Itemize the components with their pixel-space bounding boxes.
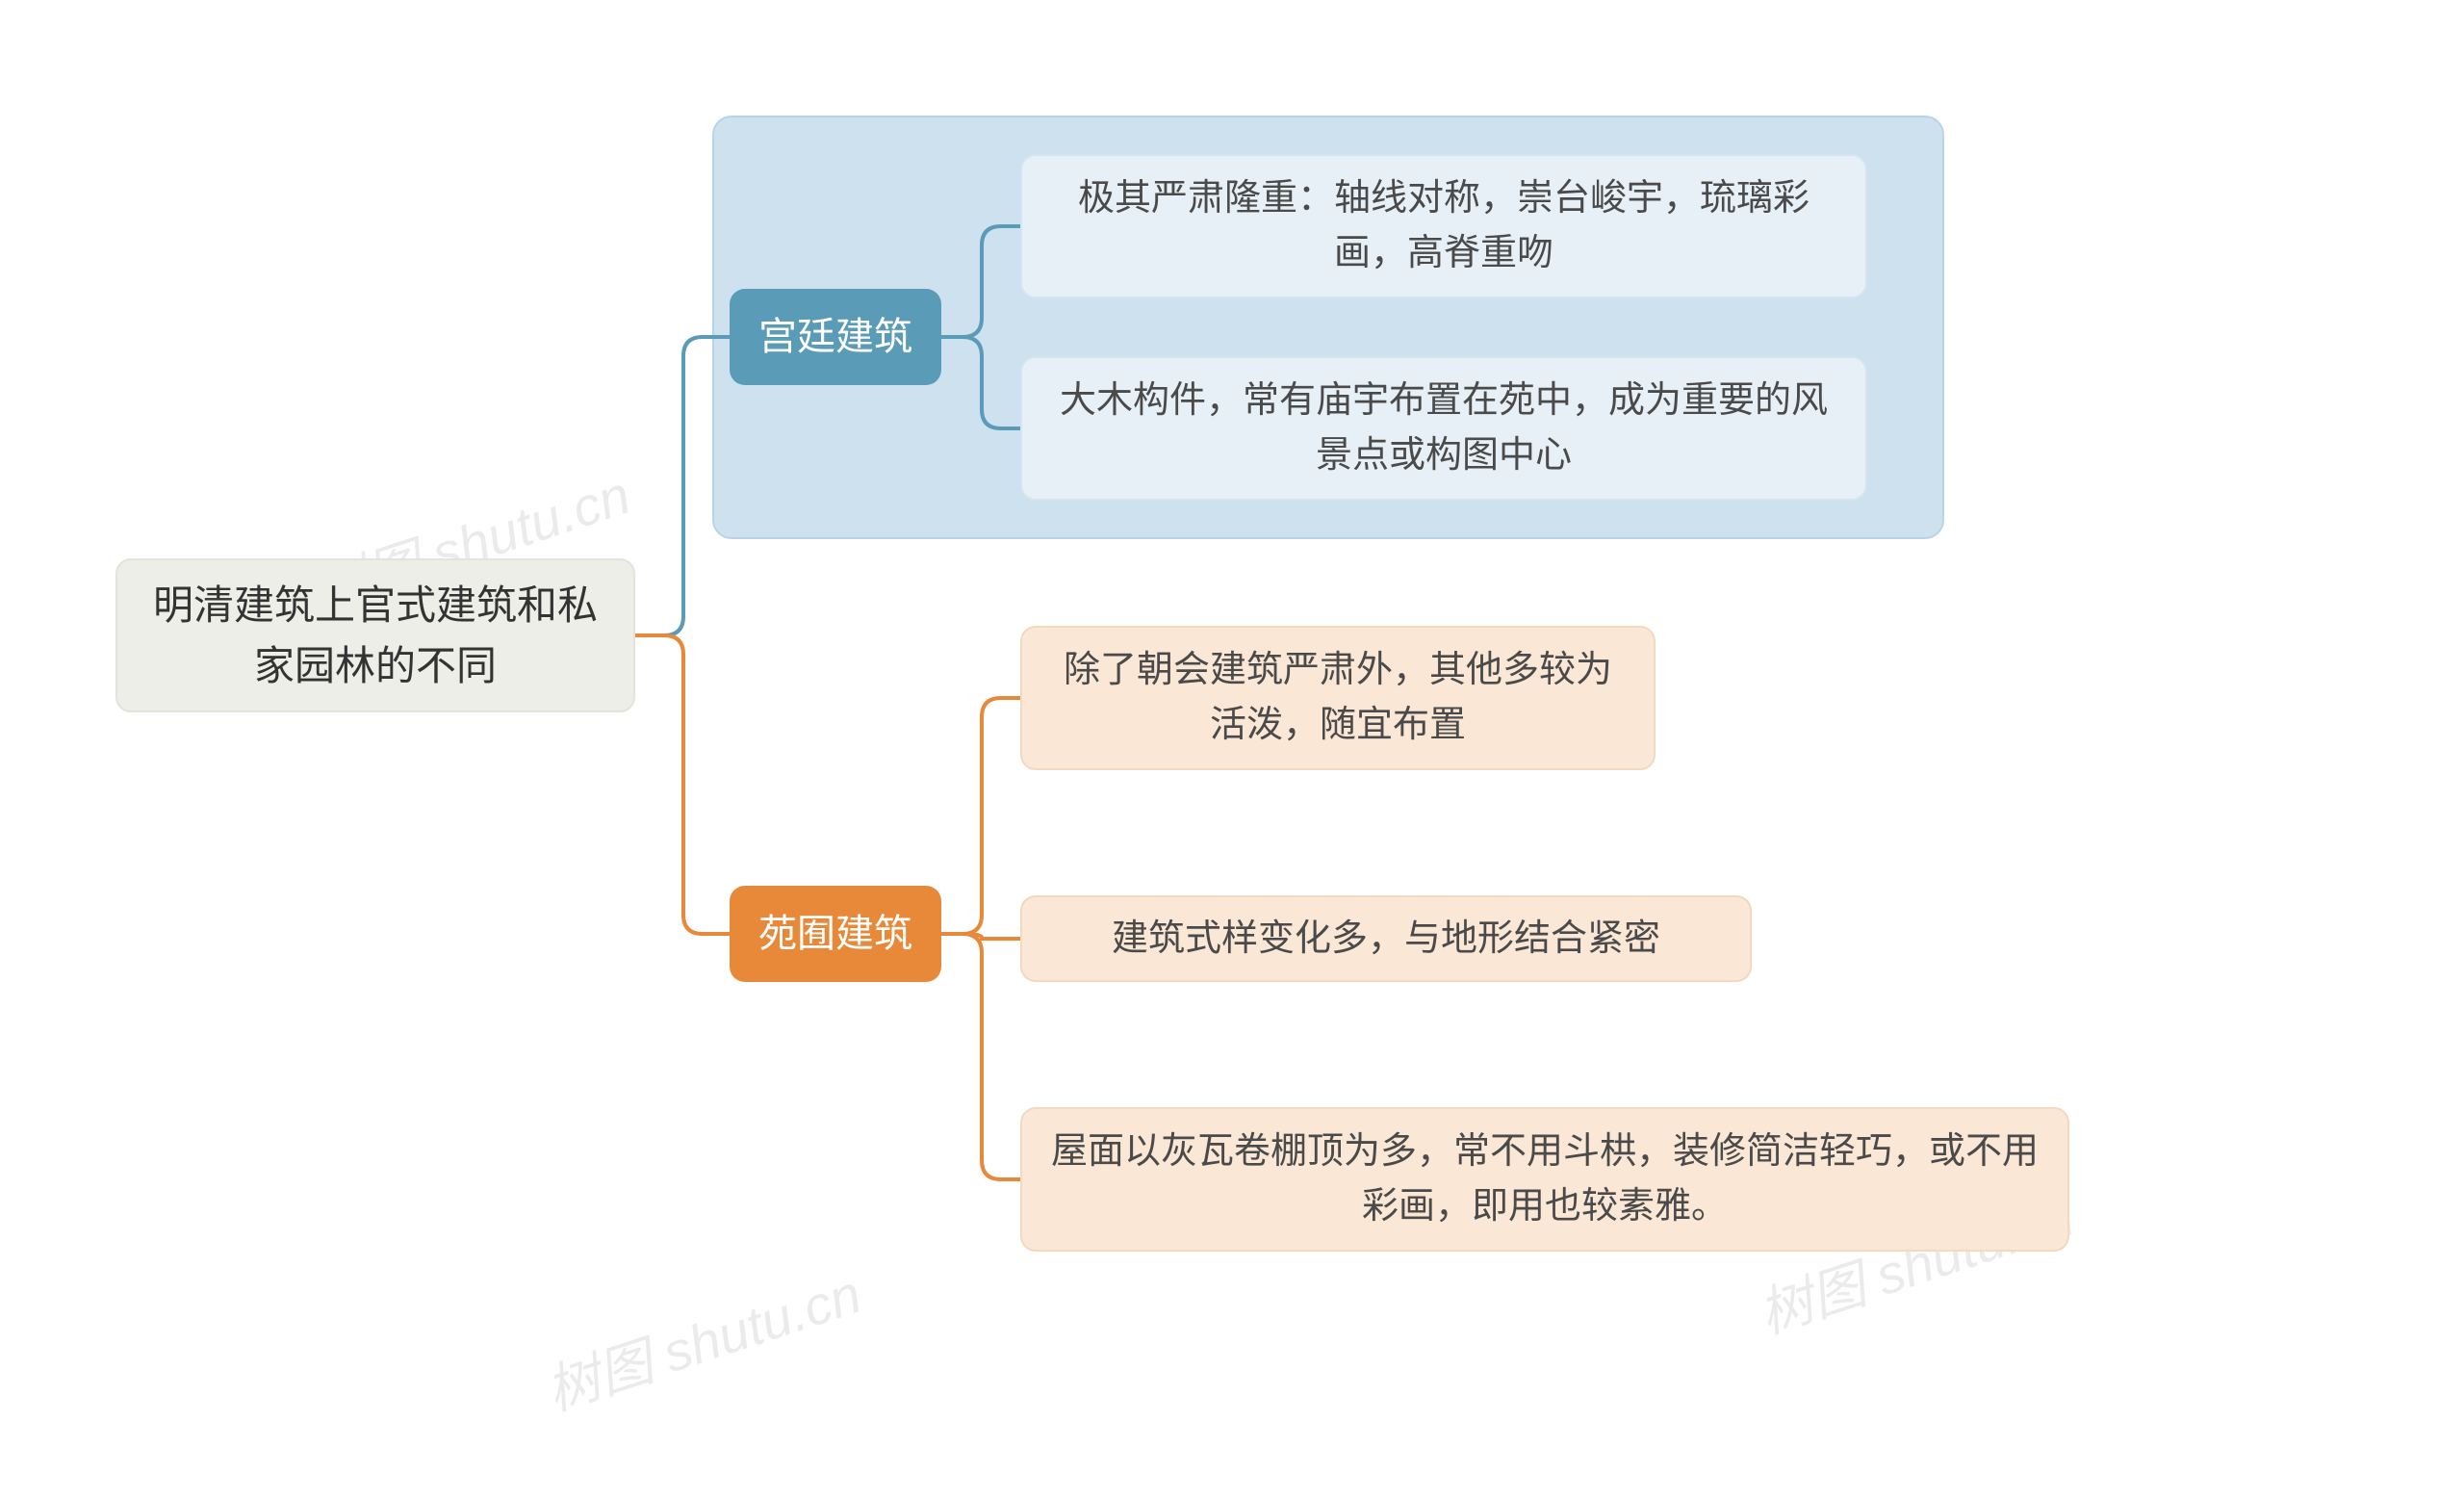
leaf-label: 极其严肃隆重：轴线对称，崇台峻宇，琉璃彩画，高脊重吻: [1049, 171, 1838, 281]
leaf-label: 建筑式样变化多，与地形结合紧密: [1112, 912, 1660, 967]
leaf-node[interactable]: 极其严肃隆重：轴线对称，崇台峻宇，琉璃彩画，高脊重吻: [1020, 154, 1867, 298]
branch-node[interactable]: 苑囿建筑: [730, 886, 941, 982]
mindmap-canvas: 树图 shutu.cn 树图 shutu.cn 树图 shutu.cn 树图 s…: [0, 0, 2464, 1499]
leaf-label: 除了朝会建筑严肃外，其他多较为活泼，随宜布置: [1049, 643, 1627, 753]
leaf-node[interactable]: 建筑式样变化多，与地形结合紧密: [1020, 895, 1752, 982]
leaf-label: 屋面以灰瓦卷棚顶为多，常不用斗栱，装修简洁轻巧，或不用彩画，即用也较素雅。: [1049, 1124, 2040, 1234]
branch-label: 宫廷建筑: [758, 308, 912, 366]
leaf-label: 大木构件，常有庙宇布置在苑中，成为重要的风景点或构图中心: [1049, 374, 1838, 483]
branch-node[interactable]: 宫廷建筑: [730, 289, 941, 385]
root-node[interactable]: 明清建筑上官式建筑和私家园林的不同: [116, 558, 635, 712]
branch-label: 苑囿建筑: [758, 905, 912, 963]
leaf-node[interactable]: 屋面以灰瓦卷棚顶为多，常不用斗栱，装修简洁轻巧，或不用彩画，即用也较素雅。: [1020, 1107, 2069, 1252]
leaf-node[interactable]: 大木构件，常有庙宇布置在苑中，成为重要的风景点或构图中心: [1020, 356, 1867, 501]
leaf-node[interactable]: 除了朝会建筑严肃外，其他多较为活泼，随宜布置: [1020, 626, 1656, 770]
watermark: 树图 shutu.cn: [535, 1252, 870, 1427]
root-label: 明清建筑上官式建筑和私家园林的不同: [144, 575, 606, 696]
